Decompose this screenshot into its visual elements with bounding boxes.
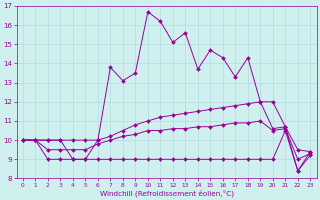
X-axis label: Windchill (Refroidissement éolien,°C): Windchill (Refroidissement éolien,°C): [100, 189, 234, 197]
